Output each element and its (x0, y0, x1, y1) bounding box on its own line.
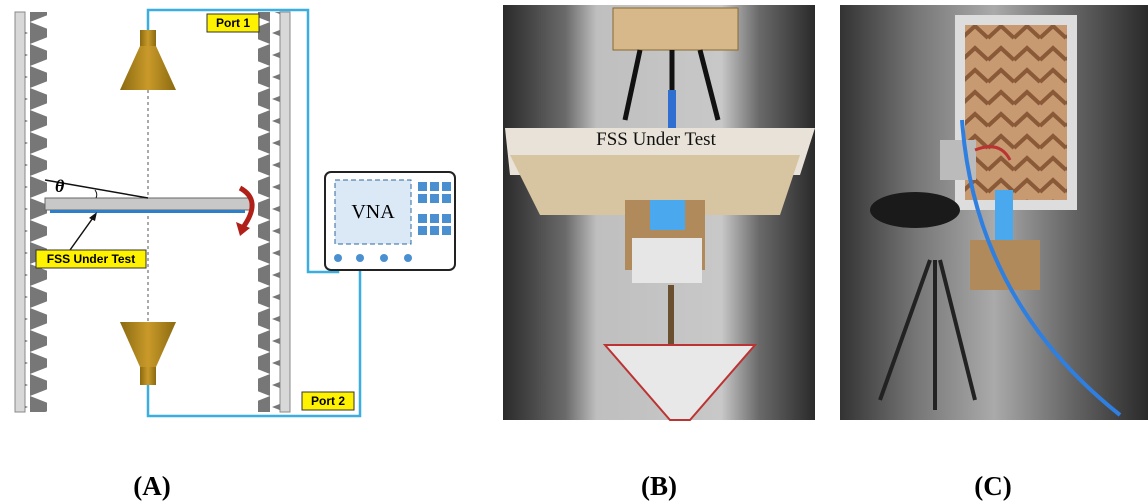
figure: θ FSS Under Test Port 1 Port 2 VNA FSS U… (0, 0, 1148, 502)
page: θ FSS Under Test Port 1 Port 2 VNA FSS U… (0, 0, 1148, 502)
horn (120, 46, 176, 90)
photo-c (840, 5, 1148, 420)
port-label: Port 2 (311, 394, 345, 408)
horn-top (613, 8, 738, 50)
turntable (870, 192, 960, 228)
panel-label: (B) (641, 471, 677, 501)
banner-text: FSS Under Test (596, 129, 716, 150)
foam (650, 200, 685, 230)
absorber-wall (15, 12, 25, 412)
pointer (70, 215, 95, 250)
post (668, 285, 674, 345)
panel-label: (A) (133, 471, 170, 501)
fss-plate (45, 198, 250, 210)
box (970, 240, 1040, 290)
angle-arc (95, 190, 97, 198)
protractor (632, 238, 702, 283)
port-label: Port 1 (216, 16, 250, 30)
pointer-head (89, 212, 97, 221)
absorber-spikes (25, 12, 47, 412)
panel-label: (C) (974, 471, 1011, 501)
fss-board (960, 20, 1072, 205)
absorber-wall (280, 12, 290, 412)
horn (140, 367, 156, 385)
photo-b: FSS Under Test (503, 5, 815, 420)
horn (120, 322, 176, 367)
horn (140, 30, 156, 46)
sample-label: FSS Under Test (47, 252, 135, 266)
vna-label: VNA (351, 201, 395, 223)
fss-surface (50, 210, 245, 213)
panel-a: θ FSS Under Test Port 1 Port 2 VNA (15, 10, 455, 416)
absorber-spikes (258, 12, 280, 412)
tape (668, 90, 676, 130)
angle-label: θ (55, 176, 65, 196)
